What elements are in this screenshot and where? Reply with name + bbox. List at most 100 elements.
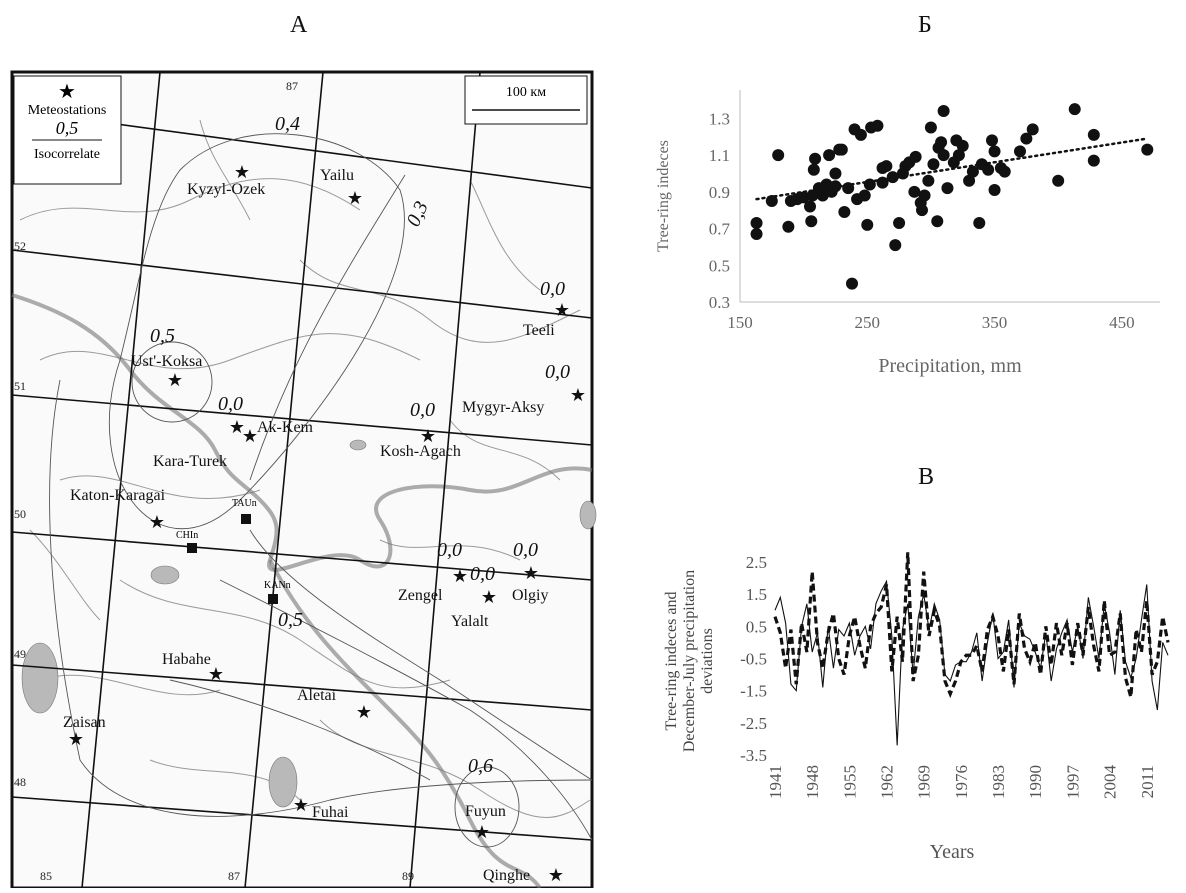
y-tick-label: -1.5 [740, 682, 767, 701]
x-tick-label: 250 [855, 313, 881, 332]
station-star-icon: ★ [554, 300, 570, 320]
station-star-icon: ★ [356, 702, 372, 722]
scatter-point [823, 149, 836, 162]
y-tick-label: -2.5 [740, 714, 767, 733]
iso-label: 0,5 [150, 325, 175, 347]
station-star-icon: ★ [234, 162, 250, 182]
station-star-icon: ★ [208, 664, 224, 684]
x-tick-label: 1983 [989, 765, 1008, 799]
iso-label: 0,0 [410, 399, 435, 421]
scatter-point [858, 189, 871, 202]
x-tick-label: 1962 [878, 765, 897, 799]
x-tick-label: 1969 [915, 765, 934, 799]
lon-label-top-87: 87 [286, 79, 298, 93]
scatter-point [750, 228, 763, 241]
ylabel-line-2: December-July precipitation [681, 570, 698, 752]
lat-label-50: 50 [14, 507, 26, 521]
scatter-point [916, 204, 928, 217]
scatter-point [1068, 103, 1081, 116]
x-tick-label: 150 [727, 313, 753, 332]
station-star-icon: ★ [570, 385, 586, 405]
lat-label-49: 49 [14, 647, 26, 661]
x-tick-label: 1976 [952, 765, 971, 799]
iso-label: 0,5 [278, 609, 303, 631]
lat-label-48: 48 [14, 775, 26, 789]
lat-label-51: 51 [14, 379, 26, 393]
scatter-point [889, 239, 902, 252]
scatter-point [772, 149, 785, 162]
scatter-point [956, 139, 969, 152]
timeseries-y-axis-label: Tree-ring indeces and December-July prec… [663, 570, 716, 752]
x-tick-label: 450 [1109, 313, 1135, 332]
y-tick-label: -3.5 [740, 746, 767, 765]
station-star-icon: ★ [452, 566, 468, 586]
x-tick-label: 2011 [1138, 765, 1157, 798]
station-star-icon: ★ [68, 729, 84, 749]
site-label-chin: CHIn [176, 530, 198, 541]
scatter-point [937, 149, 950, 162]
iso-label: 0,0 [470, 563, 495, 585]
station-label-zaisan: Zaisan [63, 714, 106, 731]
scatter-point [835, 143, 848, 156]
timeseries-chart: 2.5 1.5 0.5 -0.5 -1.5 -2.5 -3.5 1941 1948 1955 19… [640, 545, 1186, 888]
x-axis-ticks: 1941 1948 1955 1962 1969 1976 1983 1990 1997 2004… [766, 765, 1157, 800]
panel-c-letter: В [918, 464, 935, 490]
station-star-icon: ★ [229, 417, 245, 437]
scatter-point [918, 189, 931, 202]
station-label-kara-turek: Kara-Turek [153, 453, 227, 470]
scatter-point [937, 105, 950, 118]
scatter-point [876, 176, 889, 189]
scatter-point [931, 215, 944, 228]
series-line-dashed [773, 552, 1170, 699]
station-star-icon: ★ [474, 822, 490, 842]
x-tick-label: 2004 [1101, 765, 1120, 800]
scatter-point [804, 200, 816, 213]
scale-bar: 100 км [464, 75, 588, 125]
x-axis-ticks: 150 250 350 450 [727, 313, 1134, 332]
scatter-point [1026, 123, 1039, 136]
station-label-ak-kem: Ak-Kem [257, 419, 314, 436]
scatter-point [765, 195, 778, 207]
scatter-y-axis-label: Tree-ring indeces [655, 140, 672, 252]
station-star-icon: ★ [481, 587, 497, 607]
x-tick-label: 1948 [803, 765, 822, 799]
station-label-teeli: Teeli [523, 322, 555, 339]
scatter-point [807, 163, 820, 176]
scatter-point [782, 220, 795, 233]
iso-label: 0,0 [218, 393, 243, 415]
x-tick-label: 350 [982, 313, 1008, 332]
station-label-katon-karagai: Katon-Karagai [70, 487, 166, 504]
x-tick-label: 1941 [766, 765, 785, 799]
scatter-point [982, 163, 995, 176]
scatter-point [829, 180, 842, 193]
x-tick-label: 1955 [840, 765, 859, 799]
iso-label: 0,0 [437, 539, 462, 561]
scatter-point [924, 121, 937, 134]
legend-isocorrelate: Isocorrelate [34, 147, 100, 162]
station-star-icon: ★ [167, 370, 183, 390]
scatter-point [797, 191, 810, 204]
iso-label: 0,4 [275, 113, 300, 135]
scatter-point [986, 134, 998, 147]
y-tick-label: -0.5 [740, 650, 767, 669]
legend-iso-value: 0,5 [56, 118, 79, 138]
lon-label-85: 85 [40, 869, 52, 883]
station-label-ust-koksa: Ust'-Koksa [131, 353, 202, 370]
scatter-point [988, 183, 1001, 196]
series-lines [773, 552, 1170, 746]
site-square-icon [268, 594, 278, 604]
scatter-point [998, 165, 1011, 178]
site-label-taun: TAUn [232, 498, 257, 509]
station-label-yailu: Yailu [320, 167, 354, 184]
lat-label-52: 52 [14, 239, 26, 253]
y-tick-label: 0.7 [709, 220, 731, 239]
station-star-icon: ★ [420, 426, 436, 446]
y-tick-label: 1.3 [709, 109, 730, 128]
station-label-fuyun: Fuyun [465, 803, 506, 820]
iso-label: 0,0 [513, 539, 538, 561]
scatter-point [805, 215, 818, 228]
y-tick-label: 0.5 [746, 617, 767, 636]
scatter-point [941, 182, 954, 195]
station-star-icon: ★ [293, 795, 309, 815]
scatter-point [838, 206, 851, 219]
